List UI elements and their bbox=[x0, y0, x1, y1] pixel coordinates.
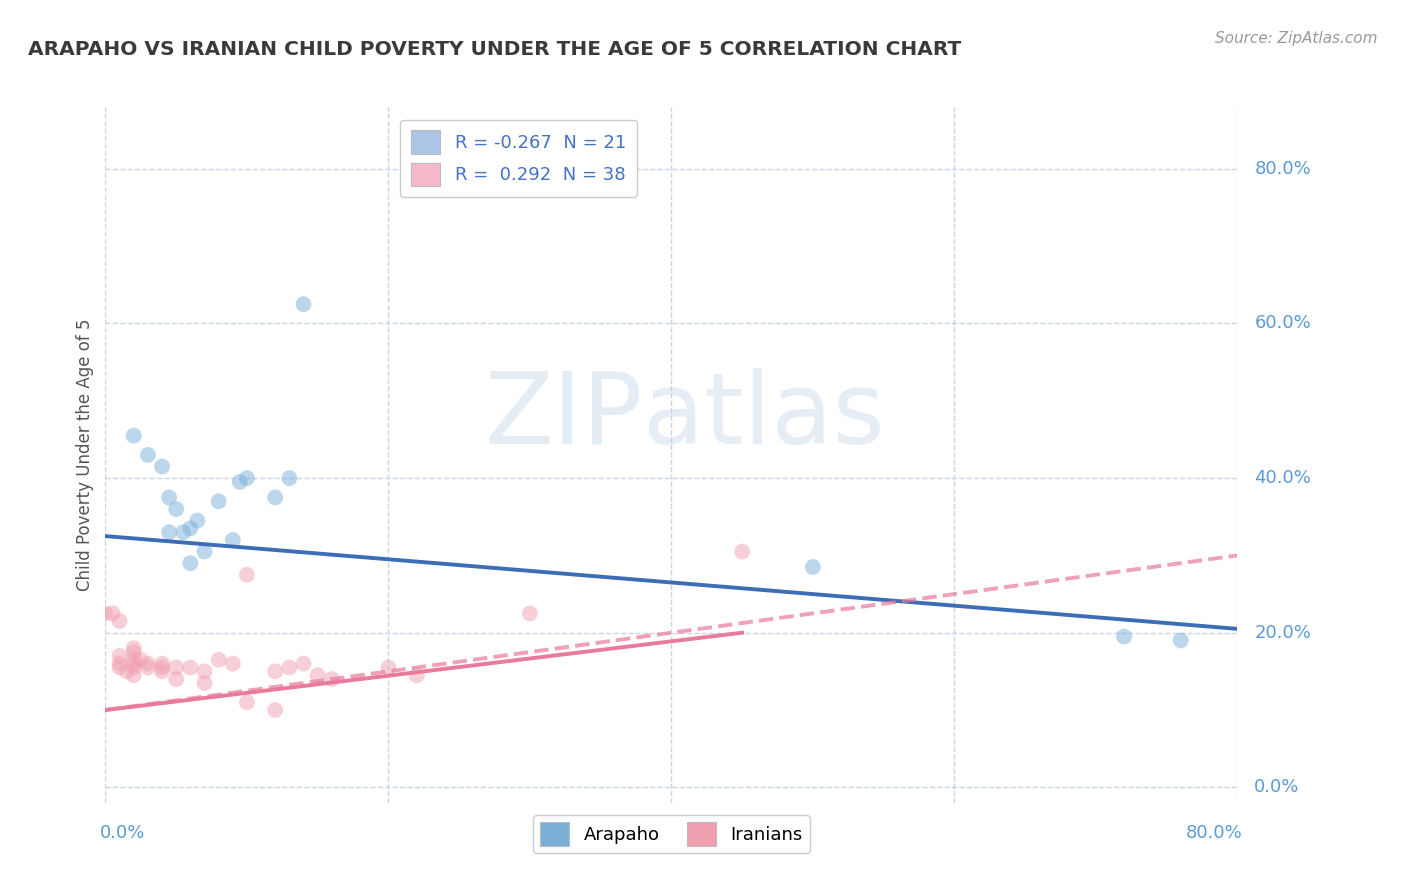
Point bbox=[179, 660, 201, 674]
Point bbox=[136, 448, 159, 462]
Point bbox=[193, 665, 215, 679]
Point bbox=[1170, 633, 1192, 648]
Point bbox=[1114, 630, 1136, 644]
Y-axis label: Child Poverty Under the Age of 5: Child Poverty Under the Age of 5 bbox=[76, 318, 94, 591]
Point bbox=[165, 502, 187, 516]
Point bbox=[136, 660, 159, 674]
Point bbox=[122, 660, 145, 674]
Point bbox=[321, 672, 343, 686]
Point bbox=[193, 676, 215, 690]
Point bbox=[122, 657, 145, 671]
Point bbox=[179, 521, 201, 535]
Text: 80.0%: 80.0% bbox=[1254, 160, 1310, 178]
Point bbox=[222, 533, 245, 547]
Point bbox=[292, 657, 315, 671]
Point bbox=[222, 657, 245, 671]
Point bbox=[264, 665, 287, 679]
Point bbox=[129, 653, 152, 667]
Point bbox=[264, 491, 287, 505]
Point bbox=[150, 657, 173, 671]
Text: 60.0%: 60.0% bbox=[1254, 315, 1310, 333]
Point bbox=[115, 665, 138, 679]
Point bbox=[208, 653, 231, 667]
Point bbox=[165, 660, 187, 674]
Text: ZIP: ZIP bbox=[485, 368, 643, 465]
Point bbox=[172, 525, 194, 540]
Legend: Arapaho, Iranians: Arapaho, Iranians bbox=[533, 815, 810, 853]
Text: 0.0%: 0.0% bbox=[100, 823, 145, 842]
Point bbox=[157, 491, 180, 505]
Text: 0.0%: 0.0% bbox=[1254, 779, 1299, 797]
Point bbox=[94, 607, 117, 621]
Point bbox=[122, 653, 145, 667]
Point bbox=[150, 459, 173, 474]
Text: atlas: atlas bbox=[643, 368, 884, 465]
Point bbox=[229, 475, 252, 489]
Point bbox=[193, 544, 215, 558]
Point bbox=[122, 668, 145, 682]
Point bbox=[236, 695, 259, 709]
Point bbox=[122, 641, 145, 656]
Point bbox=[101, 607, 124, 621]
Point bbox=[264, 703, 287, 717]
Point bbox=[108, 657, 131, 671]
Text: Source: ZipAtlas.com: Source: ZipAtlas.com bbox=[1215, 31, 1378, 46]
Text: 20.0%: 20.0% bbox=[1254, 624, 1312, 641]
Point bbox=[519, 607, 541, 621]
Point bbox=[108, 648, 131, 663]
Text: ARAPAHO VS IRANIAN CHILD POVERTY UNDER THE AGE OF 5 CORRELATION CHART: ARAPAHO VS IRANIAN CHILD POVERTY UNDER T… bbox=[28, 40, 962, 59]
Point bbox=[292, 297, 315, 311]
Point bbox=[150, 665, 173, 679]
Text: 80.0%: 80.0% bbox=[1187, 823, 1243, 842]
Point bbox=[801, 560, 824, 574]
Point bbox=[278, 660, 301, 674]
Point bbox=[236, 567, 259, 582]
Point bbox=[731, 544, 754, 558]
Point bbox=[108, 660, 131, 674]
Point bbox=[122, 645, 145, 659]
Point bbox=[208, 494, 231, 508]
Point bbox=[136, 657, 159, 671]
Point bbox=[307, 668, 329, 682]
Text: 40.0%: 40.0% bbox=[1254, 469, 1312, 487]
Point bbox=[278, 471, 301, 485]
Point bbox=[150, 660, 173, 674]
Point bbox=[377, 660, 399, 674]
Point bbox=[186, 514, 208, 528]
Point bbox=[157, 525, 180, 540]
Point bbox=[108, 614, 131, 628]
Point bbox=[236, 471, 259, 485]
Point bbox=[165, 672, 187, 686]
Point bbox=[179, 556, 201, 570]
Point bbox=[122, 428, 145, 442]
Point bbox=[405, 668, 427, 682]
